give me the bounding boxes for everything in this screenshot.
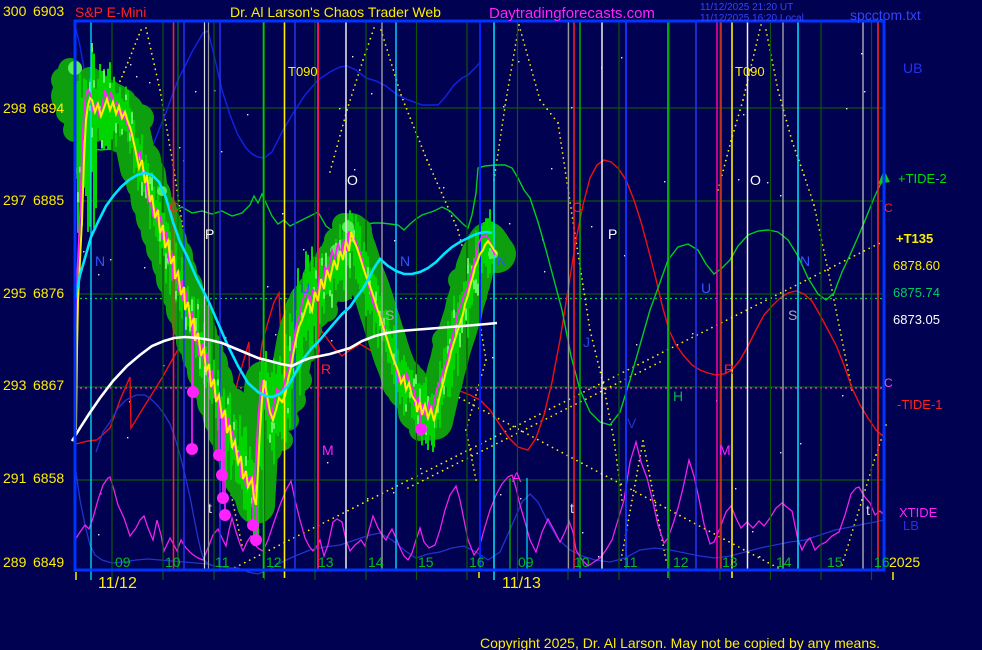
- svg-text:297: 297: [3, 192, 27, 208]
- svg-text:15: 15: [418, 554, 434, 570]
- svg-text:14: 14: [368, 554, 384, 570]
- svg-text:09: 09: [115, 554, 131, 570]
- svg-text:R: R: [724, 361, 734, 377]
- svg-text:12: 12: [266, 554, 282, 570]
- svg-text:11/13: 11/13: [502, 575, 541, 592]
- svg-text:M: M: [719, 442, 731, 458]
- svg-text:spcctom.txt: spcctom.txt: [850, 7, 921, 23]
- svg-text:6849: 6849: [33, 554, 64, 570]
- svg-text:6878.60: 6878.60: [893, 258, 940, 273]
- svg-text:11: 11: [623, 554, 638, 570]
- svg-text:6858: 6858: [33, 470, 64, 486]
- svg-text:S: S: [385, 307, 394, 323]
- svg-text:C: C: [169, 199, 179, 215]
- svg-text:O: O: [750, 172, 761, 188]
- svg-text:t: t: [208, 500, 212, 516]
- svg-text:LB: LB: [903, 518, 919, 533]
- svg-text:291: 291: [3, 470, 27, 486]
- svg-text:P: P: [608, 226, 617, 242]
- svg-text:6894: 6894: [33, 100, 64, 116]
- svg-text:10: 10: [165, 554, 181, 570]
- svg-text:13: 13: [722, 554, 738, 570]
- svg-text:289: 289: [3, 554, 27, 570]
- svg-text:UB: UB: [903, 60, 922, 76]
- svg-text:M: M: [322, 442, 334, 458]
- svg-text:t: t: [570, 500, 574, 516]
- svg-text:298: 298: [3, 100, 27, 116]
- svg-text:Copyright 2025, Dr. Al Larson.: Copyright 2025, Dr. Al Larson. May not b…: [480, 635, 880, 650]
- svg-text:09: 09: [518, 554, 534, 570]
- svg-text:6867: 6867: [33, 377, 64, 393]
- svg-text:293: 293: [3, 377, 27, 393]
- svg-text:U: U: [300, 280, 310, 296]
- svg-text:10: 10: [574, 554, 590, 570]
- svg-text:N: N: [400, 253, 410, 269]
- svg-text:J: J: [583, 334, 590, 350]
- svg-text:+TIDE-2: +TIDE-2: [898, 171, 947, 186]
- svg-text:11/12: 11/12: [98, 575, 137, 592]
- svg-text:C: C: [884, 376, 893, 390]
- svg-text:A: A: [512, 469, 522, 485]
- svg-text:11: 11: [215, 554, 230, 570]
- svg-text:16: 16: [874, 554, 890, 570]
- svg-text:T090: T090: [288, 64, 318, 79]
- svg-text:-TIDE-1: -TIDE-1: [897, 397, 943, 412]
- svg-text:6876: 6876: [33, 285, 64, 301]
- svg-text:P: P: [205, 226, 214, 242]
- svg-text:6875.74: 6875.74: [893, 285, 940, 300]
- svg-text:16: 16: [469, 554, 485, 570]
- svg-text:13: 13: [318, 554, 334, 570]
- svg-text:S&P E-Mini: S&P E-Mini: [75, 4, 146, 20]
- svg-text:Daytradingforecasts.com: Daytradingforecasts.com: [489, 5, 655, 22]
- svg-text:295: 295: [3, 285, 27, 301]
- svg-text:6873.05: 6873.05: [893, 312, 940, 327]
- svg-text:N: N: [800, 253, 810, 269]
- svg-text:t: t: [866, 502, 870, 518]
- svg-text:V: V: [627, 415, 637, 431]
- svg-text:300: 300: [3, 3, 27, 19]
- svg-text:6903: 6903: [33, 3, 64, 19]
- svg-text:C: C: [572, 199, 582, 215]
- svg-text:R: R: [321, 361, 331, 377]
- svg-text:Dr. Al Larson's Chaos Trader W: Dr. Al Larson's Chaos Trader Web: [230, 4, 441, 20]
- svg-text:11/12/2025 16:20 Local: 11/12/2025 16:20 Local: [700, 13, 804, 24]
- svg-text:N: N: [95, 253, 105, 269]
- svg-text:15: 15: [827, 554, 843, 570]
- svg-text:+T135: +T135: [896, 231, 933, 246]
- svg-text:14: 14: [776, 554, 792, 570]
- svg-text:11/12/2025 21:20 UT: 11/12/2025 21:20 UT: [700, 2, 793, 13]
- svg-text:U: U: [701, 280, 711, 296]
- svg-text:12: 12: [673, 554, 689, 570]
- svg-text:H: H: [673, 388, 683, 404]
- svg-text:6885: 6885: [33, 192, 64, 208]
- svg-text:C: C: [884, 201, 893, 215]
- svg-text:O: O: [347, 172, 358, 188]
- svg-text:XTIDE: XTIDE: [899, 505, 938, 520]
- svg-text:2025: 2025: [889, 554, 920, 570]
- svg-text:T090: T090: [735, 64, 765, 79]
- svg-text:S: S: [788, 307, 797, 323]
- svg-text:N: N: [497, 253, 507, 269]
